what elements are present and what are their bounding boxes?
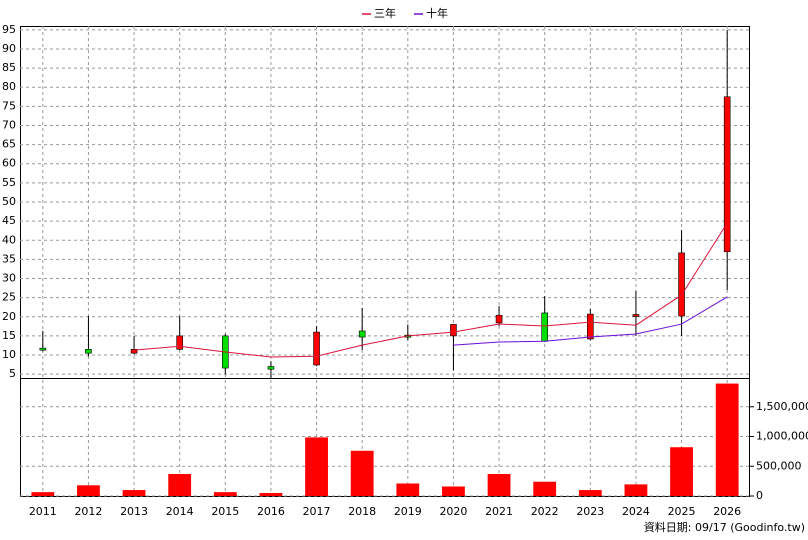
y2-tick-label: 1,000,000: [756, 430, 808, 443]
candle-body: [723, 96, 731, 253]
volume-bar: [715, 383, 739, 496]
volume-bar: [168, 473, 192, 496]
y2-tick-label: 500,000: [756, 459, 802, 472]
volume-bar: [259, 493, 283, 496]
x-tick-label: 2016: [257, 505, 285, 518]
x-tick-label: 2015: [211, 505, 239, 518]
candle-body: [267, 366, 275, 370]
volume-bar: [487, 473, 511, 496]
y-tick-label: 15: [2, 329, 16, 342]
candle-body: [313, 331, 320, 366]
y-tick-label: 20: [2, 310, 16, 323]
x-tick-label: 2018: [348, 505, 376, 518]
candle-body: [450, 324, 457, 337]
candle-body: [632, 314, 640, 317]
candle-body: [130, 349, 138, 354]
y-tick-label: 45: [2, 214, 16, 227]
candle-body: [85, 349, 92, 354]
volume-bar: [77, 485, 100, 496]
candle-body: [541, 312, 548, 342]
candle-body: [176, 335, 183, 350]
x-tick-label: 2020: [439, 505, 467, 518]
y-tick-label: 60: [2, 157, 16, 170]
volume-bar: [578, 490, 602, 496]
candle-body: [39, 347, 47, 351]
x-tick-label: 2024: [622, 505, 650, 518]
volume-bar: [624, 484, 648, 496]
x-tick-label: 2013: [120, 505, 148, 518]
x-tick-label: 2014: [166, 505, 194, 518]
volume-bar: [122, 490, 146, 496]
y-tick-label: 5: [9, 367, 16, 380]
x-tick-label: 2025: [668, 505, 696, 518]
y-tick-label: 85: [2, 61, 16, 74]
volume-bar: [533, 481, 557, 496]
x-tick-label: 2021: [485, 505, 513, 518]
y2-tick-label: 0: [756, 489, 763, 502]
legend-label: 三年: [374, 6, 396, 20]
y2-tick-label: 1,500,000: [756, 400, 808, 413]
y-tick-label: 50: [2, 195, 16, 208]
source-note: 資料日期: 09/17 (Goodinfo.tw): [644, 520, 805, 534]
plot-frame: [20, 26, 750, 497]
y-tick-label: 30: [2, 272, 16, 285]
y-tick-label: 65: [2, 138, 16, 151]
volume-bar: [31, 492, 55, 496]
y-tick-label: 40: [2, 233, 16, 246]
x-tick-label: 2026: [713, 505, 741, 518]
x-tick-label: 2023: [576, 505, 604, 518]
y-tick-label: 70: [2, 118, 16, 131]
x-tick-label: 2012: [74, 505, 102, 518]
candle-body: [495, 314, 503, 324]
volume-bar: [670, 447, 693, 496]
legend-label: 十年: [426, 6, 448, 20]
y-tick-label: 25: [2, 291, 16, 304]
volume-bar: [396, 483, 420, 496]
volume-bar: [213, 492, 237, 496]
y-tick-label: 95: [2, 23, 16, 36]
candle-body: [587, 313, 594, 340]
x-tick-label: 2022: [531, 505, 559, 518]
x-tick-label: 2011: [29, 505, 57, 518]
y-tick-label: 55: [2, 176, 16, 189]
y-tick-label: 90: [2, 42, 16, 55]
ma-line: [134, 222, 728, 358]
volume-bar: [305, 437, 328, 496]
ma-line: [453, 296, 728, 346]
x-tick-label: 2019: [394, 505, 422, 518]
y-tick-label: 10: [2, 348, 16, 361]
candle-body: [358, 330, 366, 338]
candle-body: [678, 252, 685, 317]
volume-bar: [442, 486, 465, 496]
volume-bar: [350, 450, 374, 496]
y-tick-label: 80: [2, 80, 16, 93]
y-tick-label: 35: [2, 252, 16, 265]
y-tick-label: 75: [2, 99, 16, 112]
x-tick-label: 2017: [303, 505, 331, 518]
